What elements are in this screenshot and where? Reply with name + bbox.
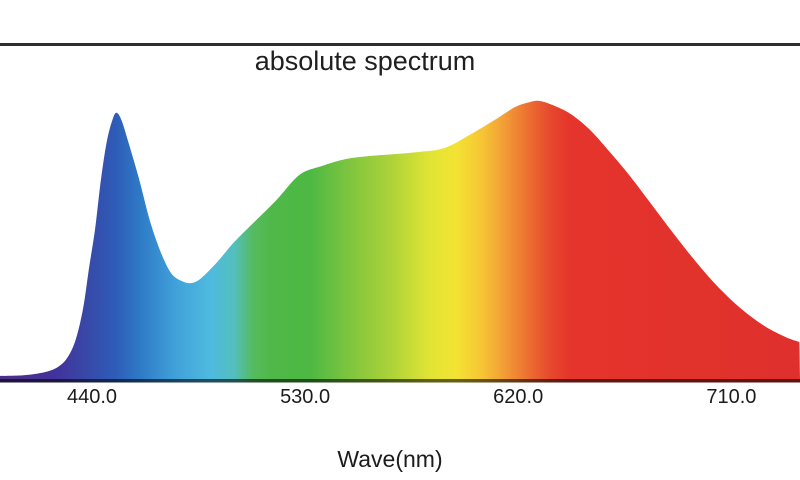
spectrum-curve bbox=[0, 100, 800, 379]
x-tick-label: 620.0 bbox=[493, 386, 544, 408]
x-axis-title: Wave(nm) bbox=[337, 446, 443, 472]
x-tick-label: 440.0 bbox=[66, 386, 118, 408]
x-tick-label: 530.0 bbox=[280, 386, 331, 408]
chart-title: absolute spectrum bbox=[254, 46, 476, 76]
top-border-line bbox=[0, 43, 800, 46]
x-tick-label: 710.0 bbox=[706, 386, 757, 408]
x-axis-line bbox=[0, 379, 800, 383]
